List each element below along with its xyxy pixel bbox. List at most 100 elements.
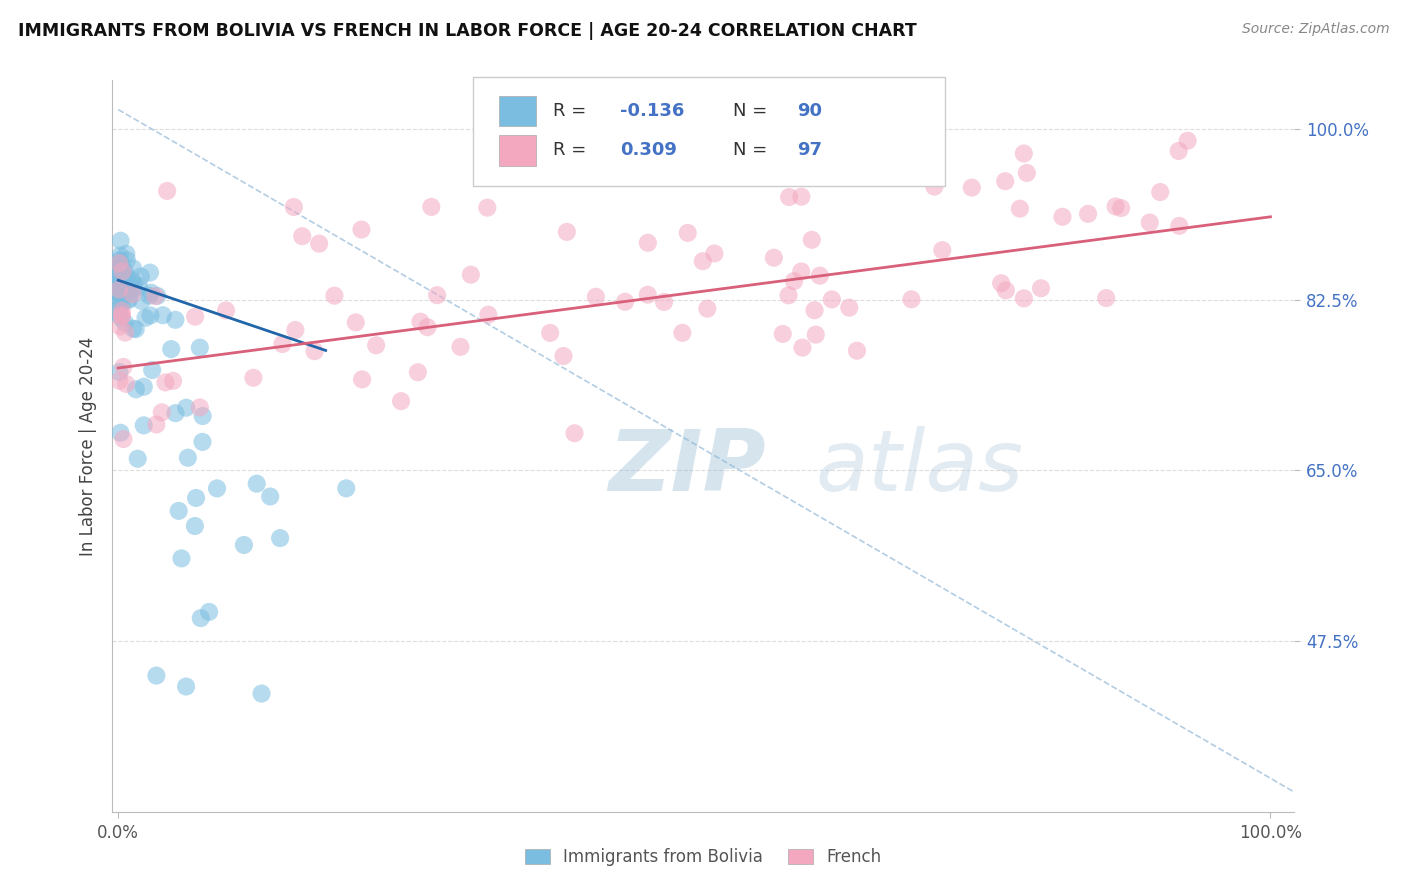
Point xyxy=(108,279,131,293)
Point xyxy=(900,293,922,307)
Point xyxy=(696,301,718,316)
Point xyxy=(114,286,136,301)
Point xyxy=(141,363,163,377)
Point xyxy=(994,174,1017,188)
Point xyxy=(1177,134,1199,148)
Text: N =: N = xyxy=(733,102,772,120)
Point xyxy=(1012,146,1035,161)
Point xyxy=(564,426,586,441)
Point xyxy=(110,262,132,277)
Point xyxy=(122,261,145,276)
Point xyxy=(250,687,273,701)
Point xyxy=(853,151,876,165)
Point xyxy=(108,286,131,301)
Point xyxy=(125,322,148,336)
Point xyxy=(269,531,291,545)
Point xyxy=(637,235,659,250)
Point xyxy=(1008,202,1031,216)
Point xyxy=(188,401,211,415)
Point xyxy=(191,434,214,449)
Point xyxy=(692,254,714,268)
Point xyxy=(246,476,269,491)
Point xyxy=(283,200,305,214)
Point xyxy=(416,320,439,334)
Point xyxy=(108,270,131,285)
Point xyxy=(308,236,330,251)
Point xyxy=(127,451,149,466)
Point xyxy=(112,270,135,285)
Point xyxy=(112,281,135,295)
Point xyxy=(184,491,207,505)
Point xyxy=(108,273,131,287)
FancyBboxPatch shape xyxy=(472,77,945,186)
Point xyxy=(477,201,499,215)
Point xyxy=(111,303,134,318)
Point xyxy=(808,268,831,283)
Point xyxy=(114,273,136,287)
Point xyxy=(177,450,200,465)
Point xyxy=(585,290,607,304)
Point xyxy=(838,301,860,315)
Point xyxy=(1095,291,1118,305)
Point xyxy=(420,200,443,214)
Text: ZIP: ZIP xyxy=(609,426,766,509)
Point xyxy=(1167,144,1189,158)
Point xyxy=(555,225,578,239)
Point xyxy=(110,268,132,282)
Point xyxy=(335,481,357,495)
Point xyxy=(108,282,131,296)
Point xyxy=(1012,292,1035,306)
Point xyxy=(460,268,482,282)
Point xyxy=(1029,281,1052,295)
Point xyxy=(108,284,131,298)
Point xyxy=(108,252,131,267)
Point xyxy=(122,277,145,291)
Point xyxy=(1149,185,1171,199)
Point xyxy=(800,233,823,247)
Point xyxy=(131,293,153,308)
Point xyxy=(205,482,228,496)
Point xyxy=(762,251,785,265)
Point xyxy=(139,285,162,300)
Point xyxy=(174,401,197,415)
Point xyxy=(538,326,561,340)
Point xyxy=(110,275,132,289)
Y-axis label: In Labor Force | Age 20-24: In Labor Force | Age 20-24 xyxy=(79,336,97,556)
Point xyxy=(152,308,174,322)
Point xyxy=(426,288,449,302)
Point xyxy=(167,504,190,518)
Point xyxy=(146,289,169,303)
Point xyxy=(284,323,307,337)
Point xyxy=(198,605,221,619)
Point xyxy=(132,380,155,394)
Point xyxy=(766,124,789,138)
Point xyxy=(108,319,131,334)
Point xyxy=(778,288,800,302)
Point xyxy=(803,303,825,318)
Point xyxy=(115,247,138,261)
Point xyxy=(112,274,135,288)
Point xyxy=(114,326,136,340)
Point xyxy=(406,365,429,379)
Text: 97: 97 xyxy=(797,141,823,159)
Text: 90: 90 xyxy=(797,102,823,120)
Point xyxy=(121,274,143,288)
Point xyxy=(115,270,138,285)
Point xyxy=(108,277,131,291)
Point xyxy=(139,309,162,323)
Text: R =: R = xyxy=(553,141,592,159)
Point xyxy=(108,292,131,306)
Point xyxy=(155,376,177,390)
Text: N =: N = xyxy=(733,141,772,159)
Point xyxy=(143,289,166,303)
Point xyxy=(637,287,659,301)
Point xyxy=(1015,166,1038,180)
Point xyxy=(112,288,135,302)
Point xyxy=(960,180,983,194)
Point xyxy=(190,611,212,625)
Point xyxy=(108,285,131,300)
Text: 0.309: 0.309 xyxy=(620,141,678,159)
Point xyxy=(804,327,827,342)
Point xyxy=(112,359,135,374)
Point xyxy=(115,376,138,391)
